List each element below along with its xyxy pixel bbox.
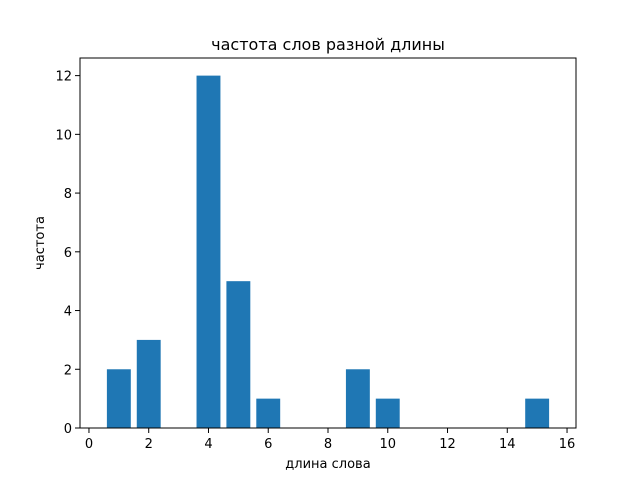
- y-tick-label: 0: [64, 422, 72, 437]
- y-tick-label: 12: [55, 70, 72, 85]
- bar-length-15: [525, 398, 550, 428]
- bar-length-10: [375, 398, 400, 428]
- bar-length-4: [196, 75, 221, 428]
- x-tick-label: 2: [145, 437, 153, 452]
- bars-group: [106, 75, 550, 428]
- x-axis-ticks: 0 2 4 6 8 10 12 14 16: [85, 428, 575, 452]
- y-tick-label: 4: [64, 305, 72, 320]
- x-tick-label: 10: [379, 437, 396, 452]
- y-axis-label: частота: [33, 216, 48, 270]
- y-tick-label: 10: [55, 128, 72, 143]
- y-tick-label: 2: [64, 363, 72, 378]
- x-tick-label: 8: [324, 437, 332, 452]
- bar-length-5: [226, 281, 251, 428]
- y-axis-ticks: 0 2 4 6 8 10 12: [55, 70, 80, 437]
- x-tick-label: 0: [85, 437, 93, 452]
- x-tick-label: 4: [204, 437, 212, 452]
- x-tick-label: 16: [559, 437, 576, 452]
- bar-length-1: [106, 369, 131, 428]
- bar-length-2: [136, 339, 161, 428]
- bar-length-6: [256, 398, 281, 428]
- chart-title: частота слов разной длины: [211, 35, 445, 54]
- plot-frame: [79, 57, 577, 429]
- y-tick-label: 8: [64, 187, 72, 202]
- x-tick-label: 14: [499, 437, 516, 452]
- x-tick-label: 6: [264, 437, 272, 452]
- x-axis-label: длина слова: [285, 457, 370, 472]
- x-tick-label: 12: [439, 437, 456, 452]
- bar-length-9: [345, 369, 370, 428]
- y-tick-label: 6: [64, 246, 72, 261]
